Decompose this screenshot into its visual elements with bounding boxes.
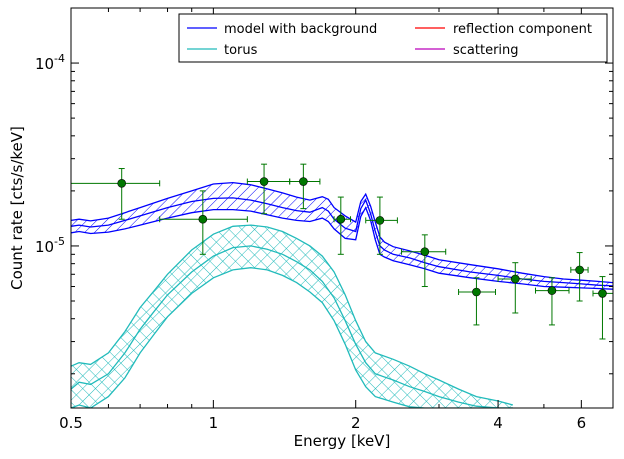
legend-label-model: model with background — [224, 22, 377, 37]
data-point-marker — [547, 286, 557, 295]
x-tick-label: 6 — [577, 414, 587, 432]
data-point-marker — [375, 216, 385, 225]
data-point-8 — [458, 277, 496, 326]
data-point-marker — [299, 177, 308, 186]
data-point-marker — [117, 179, 126, 188]
torus-upper-line — [71, 224, 514, 406]
x-tick-label: 4 — [493, 414, 503, 432]
data-point-marker — [598, 289, 607, 298]
data-point-12 — [592, 276, 613, 340]
x-axis-label: Energy [keV] — [294, 432, 391, 450]
data-point-5 — [333, 196, 352, 255]
model-lower-line — [71, 206, 613, 290]
axis-ticks: 0.5 1 2 4 6 10-5 10-4 — [35, 7, 614, 432]
legend-label-reflection: reflection component — [453, 22, 592, 37]
data-point-marker — [336, 214, 346, 224]
data-point-1 — [71, 168, 161, 220]
data-point-7 — [401, 234, 447, 288]
legend-label-torus: torus — [224, 43, 258, 58]
data-point-10 — [535, 277, 570, 326]
torus-band-fill — [71, 225, 513, 408]
data-point-11 — [570, 252, 589, 302]
legend-box — [178, 13, 608, 63]
data-point-marker — [420, 247, 430, 257]
torus-model-line — [71, 245, 513, 408]
torus-lower-line — [71, 267, 513, 408]
legend: model with background torus reflection c… — [178, 13, 608, 63]
data-point-6 — [365, 196, 398, 255]
y-tick-label: 10-4 — [35, 52, 65, 73]
plot-frame — [70, 7, 614, 409]
model-band-fill — [71, 182, 613, 290]
data-point-9 — [497, 262, 532, 314]
data-point-marker — [472, 287, 481, 297]
x-tick-label: 2 — [351, 414, 361, 432]
x-tick-label: 0.5 — [59, 414, 83, 432]
y-axis-label: Count rate [cts/s/keV] — [8, 126, 26, 290]
data-point-marker — [259, 177, 269, 186]
y-tick-label: 10-5 — [35, 235, 65, 256]
data-point-marker — [575, 265, 584, 275]
plot-area — [71, 163, 613, 408]
model-model-line — [71, 197, 613, 287]
data-point-marker — [198, 214, 208, 224]
legend-label-scattering: scattering — [453, 43, 519, 58]
x-tick-label: 1 — [209, 414, 219, 432]
data-point-4 — [289, 163, 321, 210]
data-point-marker — [510, 274, 520, 284]
data-point-2 — [159, 190, 248, 255]
